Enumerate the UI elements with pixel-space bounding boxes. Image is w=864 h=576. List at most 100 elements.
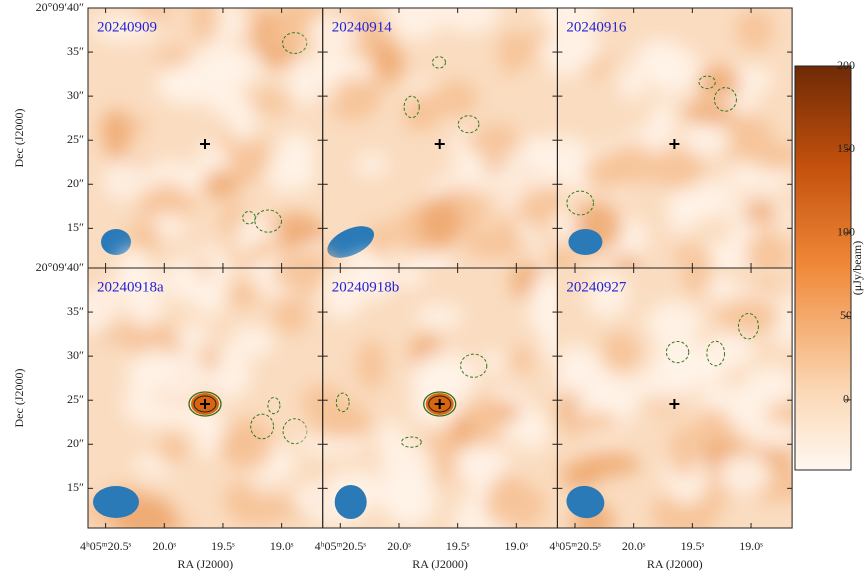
x-tick-label: 19.5ˢ <box>446 539 470 553</box>
noise-blob <box>471 395 504 448</box>
y-tick-label: 20″ <box>67 176 84 190</box>
noise-blob <box>164 257 201 302</box>
noise-blob <box>439 8 500 33</box>
noise-blob <box>408 90 441 132</box>
x-tick-label: 20.0ˢ <box>152 539 176 553</box>
contour-negative <box>713 87 737 112</box>
noise-blob <box>568 412 621 433</box>
contour <box>423 391 457 417</box>
noise-blob <box>194 405 224 459</box>
noise-blob <box>192 282 226 316</box>
colorbar-label: (μJy/beam) <box>850 241 864 295</box>
x-tick-label: 19.0ˢ <box>270 539 294 553</box>
noise-blob <box>223 417 274 472</box>
noise-blob <box>735 9 774 52</box>
noise-blob <box>466 123 521 158</box>
noise-blob <box>103 108 128 162</box>
noise-blob <box>276 132 316 175</box>
noise-blob <box>663 343 727 389</box>
colorbar-tick-label: 150 <box>837 141 855 155</box>
phase-center <box>200 399 210 409</box>
beam <box>566 485 605 519</box>
noise-blob <box>618 66 646 101</box>
noise-blob <box>135 8 171 23</box>
noise-blob <box>159 432 188 468</box>
panel-title: 20240916 <box>566 19 627 35</box>
noise-blob <box>560 461 602 490</box>
phase-center <box>669 399 680 409</box>
noise-blob <box>683 102 736 125</box>
y-tick-label: 30″ <box>67 88 84 102</box>
phase-center <box>434 399 445 409</box>
noise-blob <box>505 346 535 373</box>
noise-blob <box>681 245 712 297</box>
noise-blob <box>356 339 387 391</box>
noise-blob <box>384 481 436 527</box>
x-axis-label: RA (J2000) <box>178 557 234 571</box>
contour-negative <box>706 340 726 367</box>
noise-blob <box>103 160 151 201</box>
noise-blob <box>375 41 401 79</box>
noise-blob <box>584 153 634 190</box>
noise-blob <box>163 64 204 100</box>
beam <box>568 229 603 255</box>
y-tick-label: 30″ <box>67 348 84 362</box>
noise-blob <box>514 409 551 452</box>
noise-blob <box>649 100 676 141</box>
noise-blob <box>415 304 464 328</box>
beam <box>93 486 139 518</box>
x-tick-label: 4ʰ05ᵐ20.5ˢ <box>80 539 132 553</box>
panel-title: 20240927 <box>566 279 627 295</box>
beam <box>334 485 367 519</box>
noise-blob <box>418 196 462 248</box>
noise-blob <box>651 487 719 528</box>
contour <box>188 391 222 417</box>
contour <box>428 395 452 413</box>
y-tick-label: 20°09′40″ <box>36 0 84 14</box>
x-tick-label: 20.0ˢ <box>387 539 411 553</box>
noise-blob <box>650 145 706 190</box>
noise-blob <box>411 362 469 406</box>
x-tick-label: 20.0ˢ <box>622 539 646 553</box>
y-tick-label: 15″ <box>67 480 84 494</box>
noise-blob <box>682 121 731 157</box>
contour-negative <box>282 418 308 445</box>
y-tick-label: 15″ <box>67 220 84 234</box>
y-axis-label: Dec (J2000) <box>12 369 26 428</box>
noise-blob <box>484 481 547 528</box>
x-tick-label: 4ʰ05ᵐ20.5ˢ <box>549 539 601 553</box>
noise-blob <box>436 79 478 118</box>
contour-negative <box>460 353 488 378</box>
noise-blob <box>573 29 601 67</box>
y-tick-label: 25″ <box>67 392 84 406</box>
beam <box>101 229 131 255</box>
contour-negative <box>254 209 282 233</box>
y-axis-label: Dec (J2000) <box>12 109 26 168</box>
noise <box>88 246 340 528</box>
y-tick-label: 20″ <box>67 436 84 450</box>
noise-blob <box>333 77 379 107</box>
x-axis-label: RA (J2000) <box>647 557 703 571</box>
y-tick-label: 35″ <box>67 44 84 58</box>
colorbar-tick-label: 100 <box>837 225 855 239</box>
noise-blob <box>348 255 383 292</box>
contour-negative <box>335 392 350 413</box>
noise-blob <box>468 455 493 502</box>
noise-blob <box>187 45 244 76</box>
colorbar-tick-label: 200 <box>837 58 855 72</box>
noise-blob <box>126 220 162 255</box>
contour-negative <box>738 312 759 340</box>
contour-negative <box>431 56 446 69</box>
noise <box>90 8 350 293</box>
x-tick-label: 19.5ˢ <box>211 539 235 553</box>
colorbar-tick-label: 50 <box>840 308 852 322</box>
x-tick-label: 19.0ˢ <box>739 539 763 553</box>
noise-blob <box>356 153 388 177</box>
panel-frame <box>556 267 793 529</box>
noise-blob <box>307 13 359 51</box>
noise-blob <box>666 185 699 235</box>
colorbar-tick-label: 0 <box>843 392 849 406</box>
noise-blob <box>497 29 525 76</box>
panel-title: 20240918a <box>97 279 164 295</box>
noise-blob <box>272 248 339 293</box>
